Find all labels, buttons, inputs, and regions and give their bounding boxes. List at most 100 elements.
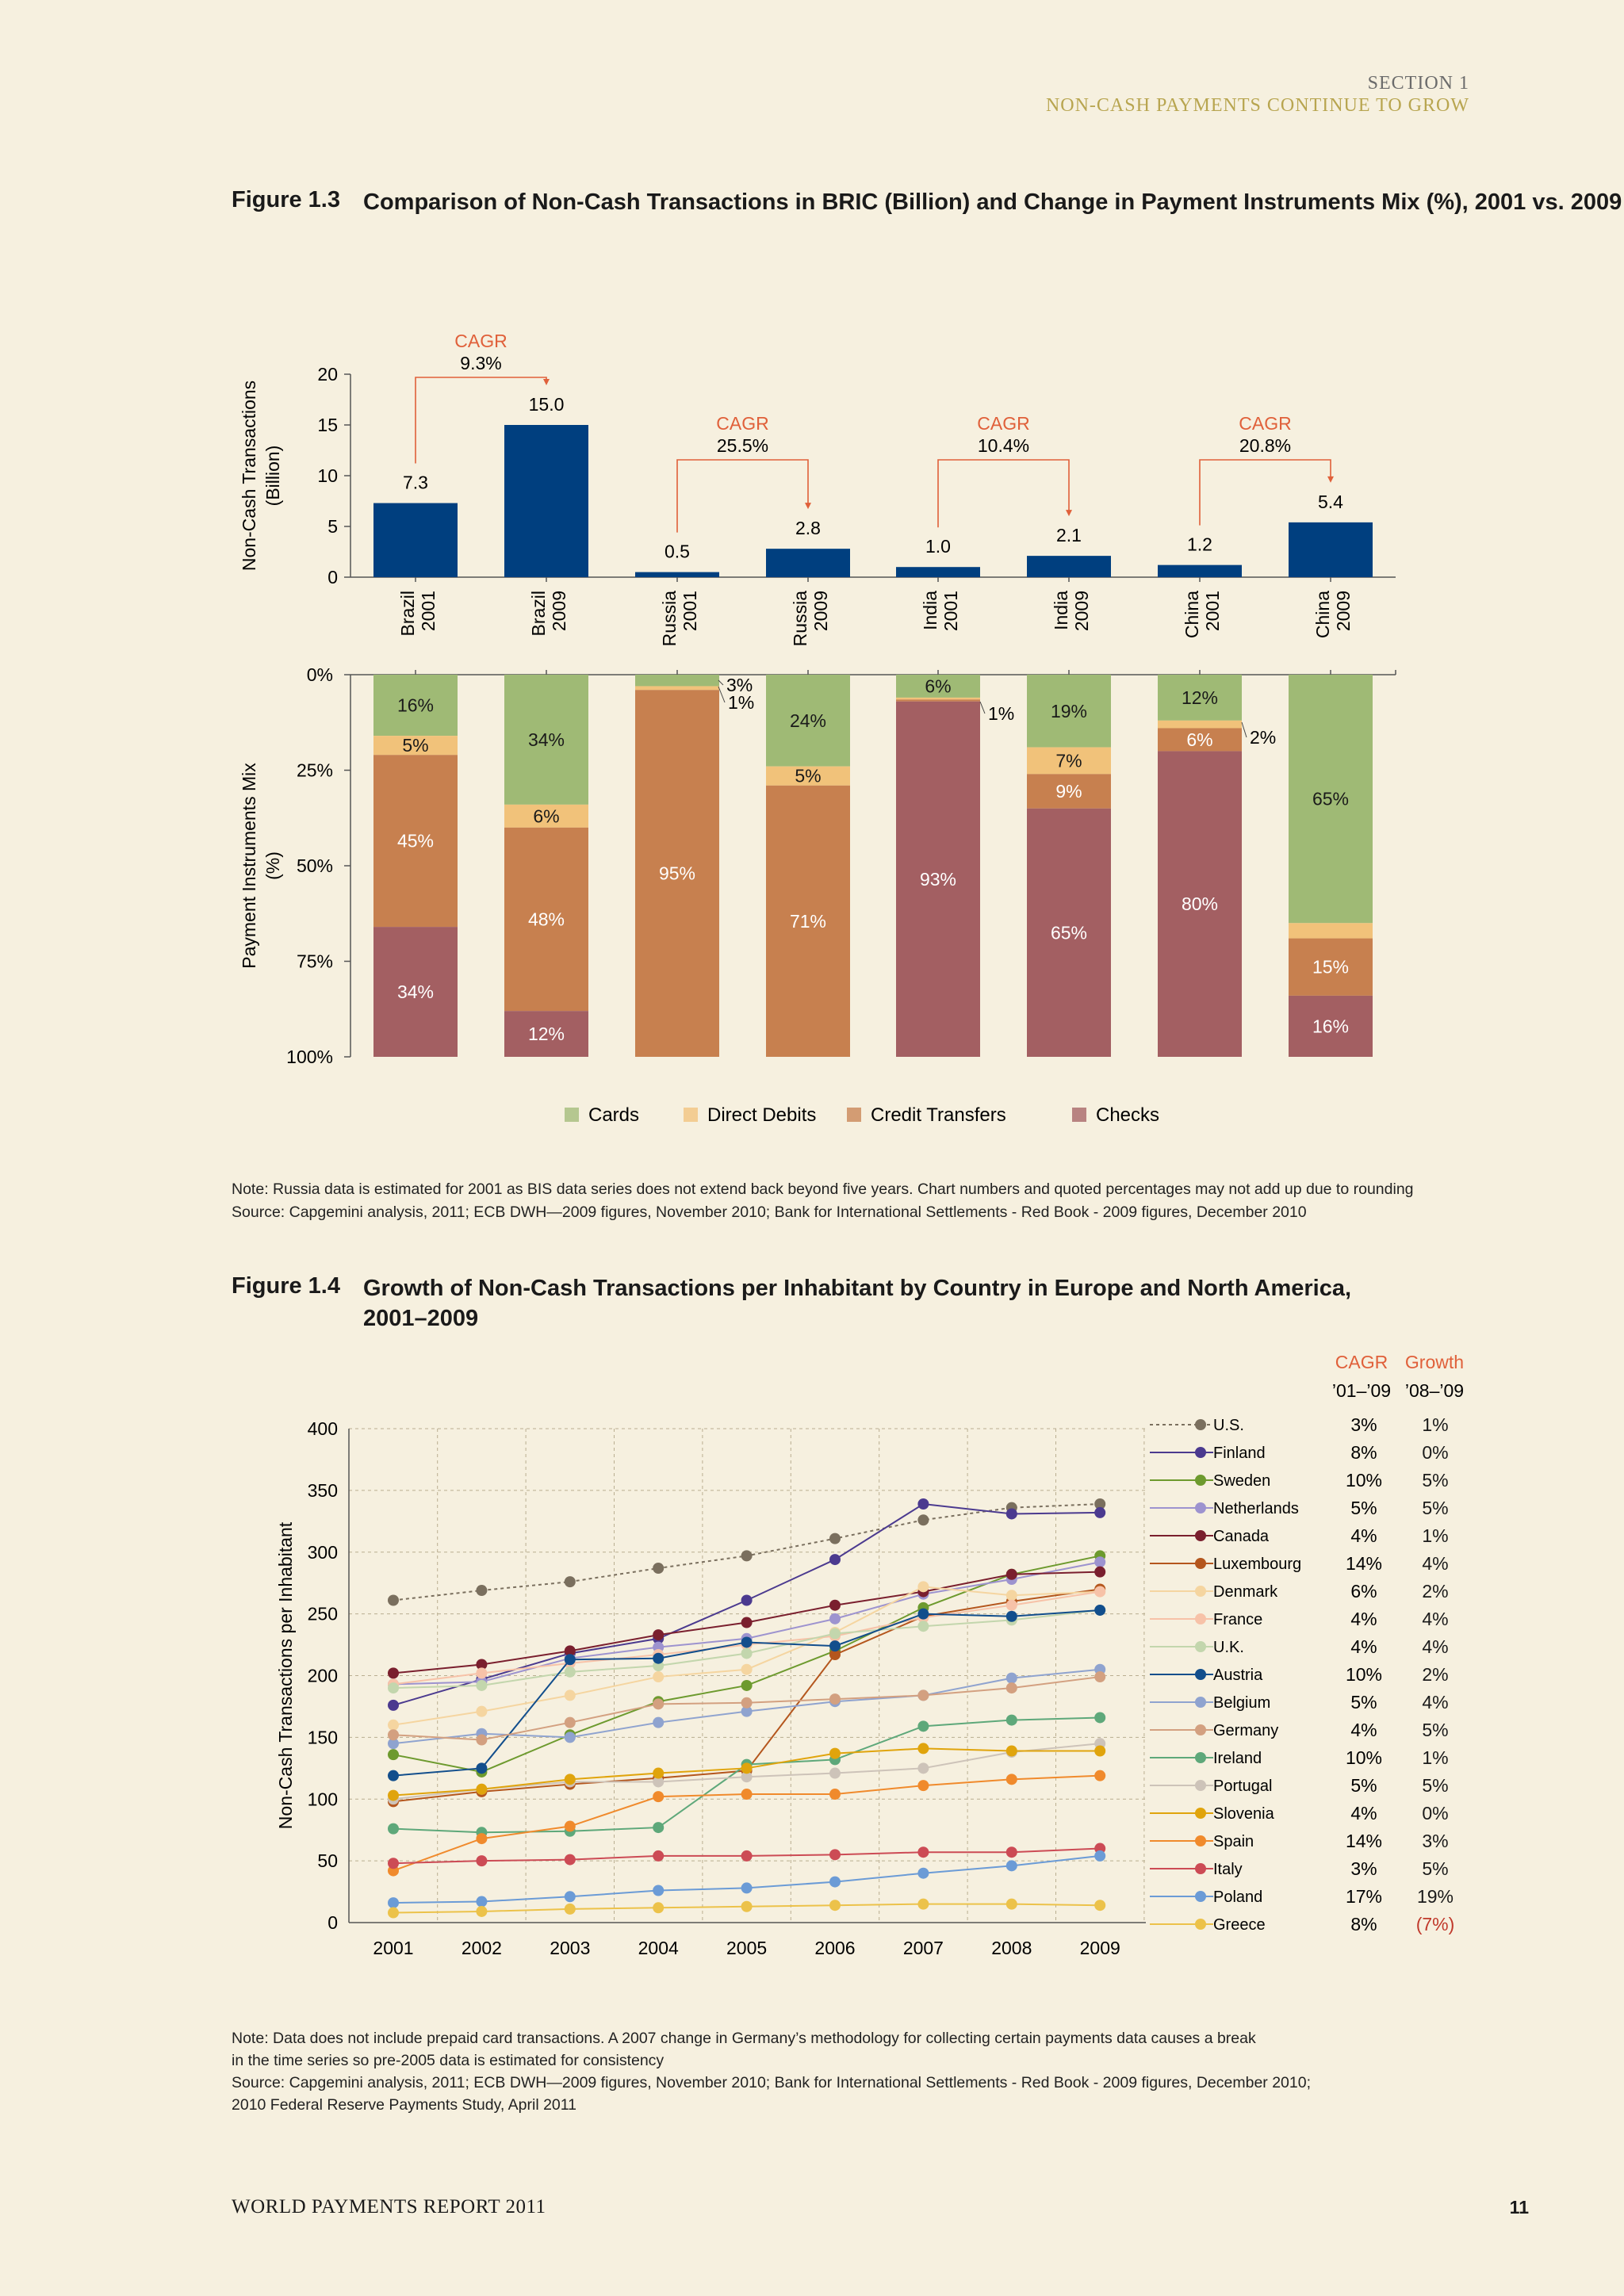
series-point [476, 1667, 488, 1679]
mix-y-tick-label: 0% [307, 664, 333, 685]
series-point [1005, 1774, 1017, 1785]
figure-1-3-label: Figure 1.3 [232, 187, 340, 212]
mix-value-label: 19% [1051, 701, 1087, 721]
legend-swatch [847, 1108, 861, 1122]
series-point [1094, 1556, 1106, 1568]
legend-cagr: 8% [1350, 1442, 1377, 1463]
figure-1-4-note-1: Note: Data does not include prepaid card… [232, 2030, 1256, 2047]
page-number: 11 [1509, 2197, 1529, 2218]
mix-value-label: 6% [533, 806, 559, 826]
series-line [393, 1854, 1101, 1904]
x-tick-label: 2005 [726, 1938, 767, 1958]
series-point [1005, 1898, 1017, 1910]
cagr-arrowhead [1066, 510, 1072, 517]
legend-growth: 4% [1422, 1692, 1448, 1712]
legend-label: Credit Transfers [871, 1104, 1006, 1126]
legend-marker [1195, 1475, 1206, 1486]
legend-swatch [684, 1108, 698, 1122]
x-tick-label: 2006 [814, 1938, 855, 1958]
series-point [829, 1849, 841, 1861]
cagr-value: 10.4% [978, 435, 1029, 456]
x-tick-label: 2008 [991, 1938, 1032, 1958]
series-point [829, 1554, 841, 1566]
legend-growth: 1% [1422, 1747, 1448, 1768]
cagr-arrowhead [1327, 476, 1334, 483]
series-point [1094, 1604, 1106, 1616]
series-point [476, 1734, 488, 1746]
volume-value-label: 0.5 [665, 541, 690, 562]
series-point [741, 1789, 753, 1800]
legend-marker [1195, 1502, 1206, 1513]
mix-segment-direct-debits [504, 804, 588, 828]
legend-swatch [565, 1108, 579, 1122]
series-point [476, 1833, 488, 1845]
series-point [476, 1585, 488, 1597]
x-tick-label: 2009 [1080, 1938, 1120, 1958]
mix-legend: Cards Direct Debits Credit Transfers Checks [565, 1104, 1159, 1126]
cagr-label: CAGR [454, 331, 507, 351]
y-tick-label: 10 [317, 465, 338, 486]
series-line [393, 1555, 1101, 1774]
series-point [388, 1699, 399, 1711]
x-tick-label: 2007 [903, 1938, 944, 1958]
series-point [653, 1791, 665, 1803]
series-point [564, 1820, 576, 1832]
y-axis-title-2: (Billion) [262, 446, 283, 507]
legend-growth: 0% [1422, 1442, 1448, 1463]
legend-label: Checks [1096, 1104, 1159, 1126]
series-point [476, 1905, 488, 1917]
mix-segment-cards [1289, 675, 1373, 924]
legend-growth: 5% [1422, 1775, 1448, 1796]
series-point [564, 1891, 576, 1903]
legend-marker [1195, 1530, 1206, 1541]
series-point [829, 1613, 841, 1624]
series-point [564, 1689, 576, 1701]
series-point [653, 1885, 665, 1896]
legend-marker [1195, 1724, 1206, 1735]
mix-value-label: 71% [790, 911, 826, 932]
series-point [388, 1770, 399, 1781]
mix-y-tick-label: 75% [297, 951, 333, 972]
series-point [564, 1903, 576, 1915]
legend-growth: 5% [1422, 1720, 1448, 1740]
mix-value-label: 5% [795, 766, 821, 786]
series-point [741, 1705, 753, 1717]
legend-label: Direct Debits [707, 1104, 816, 1126]
series-point [1094, 1745, 1106, 1757]
series-point [476, 1659, 488, 1670]
mix-callout-label: 1% [988, 703, 1014, 724]
y-axis-title: Non-Cash Transactions [239, 381, 259, 571]
series-point [653, 1902, 665, 1914]
series-point [1005, 1745, 1017, 1757]
volume-bar [896, 567, 980, 577]
legend-marker [1195, 1891, 1206, 1902]
cagr-period-header: ’01–’09 [1332, 1380, 1391, 1401]
legend-marker [1195, 1835, 1206, 1846]
legend-marker [1195, 1558, 1206, 1569]
legend-country: Spain [1213, 1833, 1254, 1850]
figure-1-3-title: Comparison of Non-Cash Transactions in B… [363, 189, 1622, 215]
y-axis-title: Non-Cash Transactions per Inhabitant [275, 1521, 296, 1829]
legend-country: France [1213, 1611, 1262, 1628]
legend-country: Ireland [1213, 1750, 1262, 1767]
series-point [1094, 1712, 1106, 1724]
y-tick-label: 50 [317, 1850, 338, 1871]
series-point [741, 1900, 753, 1912]
series-point [741, 1697, 753, 1709]
series-point [741, 1647, 753, 1659]
legend-cagr: 4% [1350, 1803, 1377, 1823]
x-tick-label: 2003 [550, 1938, 590, 1958]
series-point [917, 1743, 929, 1755]
series-point [388, 1667, 399, 1679]
line-chart: 0 50 100 150 200 250 300 350 400 2001 2002 2003 2004… [275, 1352, 1464, 1958]
series-point [1005, 1590, 1017, 1601]
figure-1-4-source-1: Source: Capgemini analysis, 2011; ECB DW… [232, 2074, 1312, 2091]
volume-bar [373, 503, 458, 577]
series-point [917, 1689, 929, 1701]
volume-value-label: 2.1 [1056, 525, 1082, 545]
series-point [829, 1767, 841, 1779]
series-point [1094, 1850, 1106, 1862]
mix-segment-cards [1158, 675, 1242, 721]
mix-callout-label: 2% [1250, 727, 1276, 748]
category-label: 2009 [549, 591, 569, 631]
